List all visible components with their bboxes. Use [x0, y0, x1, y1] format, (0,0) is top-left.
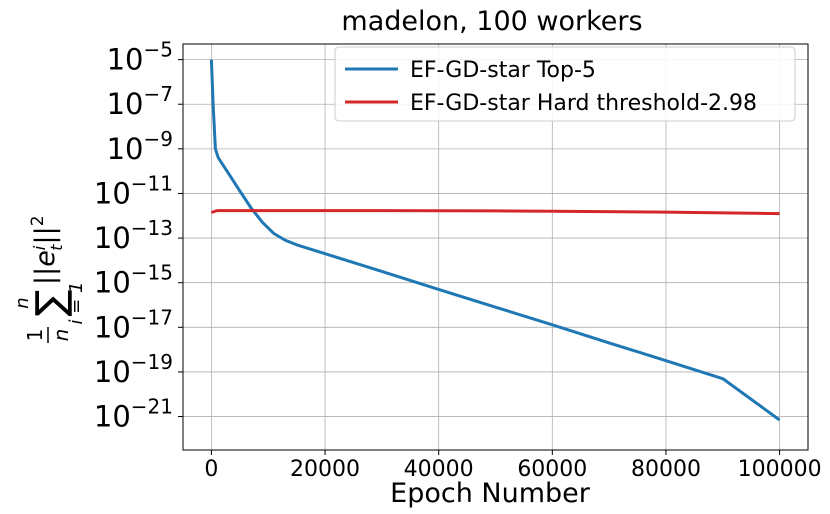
plot-area: [209, 59, 781, 422]
x-axis-ticks: 0 20000 40000 60000 80000 100000: [204, 450, 822, 482]
y-label-sup: i: [30, 245, 49, 250]
chart-title: madelon, 100 workers: [341, 6, 642, 37]
y-label-sub: t: [47, 244, 66, 251]
y-tick-label: 10−9: [107, 127, 173, 166]
legend-box: [334, 46, 796, 122]
y-label-body-text: ||e: [30, 250, 61, 285]
y-axis-ticks: 10−5 10−7 10−9 10−11 10−13 10−15 10−17 10−19 10−…: [94, 38, 183, 434]
y-label-frac-num: 1: [23, 329, 47, 342]
y-tick-label: 10−5: [107, 38, 173, 77]
y-tick-label: 10−21: [94, 395, 173, 434]
x-tick-label: 60000: [517, 457, 587, 482]
y-tick-label: 10−11: [94, 171, 173, 210]
x-tick-label: 40000: [404, 457, 474, 482]
y-label-frac-den: n: [49, 329, 73, 342]
y-tick-label: 10−13: [94, 216, 173, 255]
series-line-0: [209, 59, 781, 422]
x-tick-label: 0: [204, 457, 218, 482]
y-label-sum-lower: i = 1: [66, 282, 87, 325]
x-tick-label: 80000: [631, 457, 701, 482]
legend: EF-GD-star Top-5 EF-GD-star Hard thresho…: [334, 46, 796, 122]
x-axis-label: Epoch Number: [390, 478, 591, 509]
y-label-body: ||eit||2: [28, 215, 66, 285]
y-tick-label: 10−15: [94, 261, 173, 300]
y-label-sum-upper: n: [12, 297, 33, 308]
plot-frame: [182, 43, 809, 451]
y-label-power: 2: [28, 215, 48, 226]
legend-label-hard-threshold: EF-GD-star Hard threshold-2.98: [410, 91, 757, 116]
x-tick-label: 20000: [290, 457, 360, 482]
legend-label-top-5: EF-GD-star Top-5: [410, 58, 596, 83]
y-tick-label: 10−17: [94, 305, 173, 344]
x-tick-label: 100000: [738, 457, 822, 482]
y-tick-label: 10−7: [107, 82, 173, 121]
y-tick-label: 10−19: [94, 350, 173, 389]
y-label-sum: ∑: [28, 289, 74, 316]
y-label-tail: ||: [30, 226, 61, 244]
y-axis-label: 1 n n ∑ i = 1 ||eit||2: [12, 215, 87, 343]
series-line-1: [210, 209, 780, 216]
